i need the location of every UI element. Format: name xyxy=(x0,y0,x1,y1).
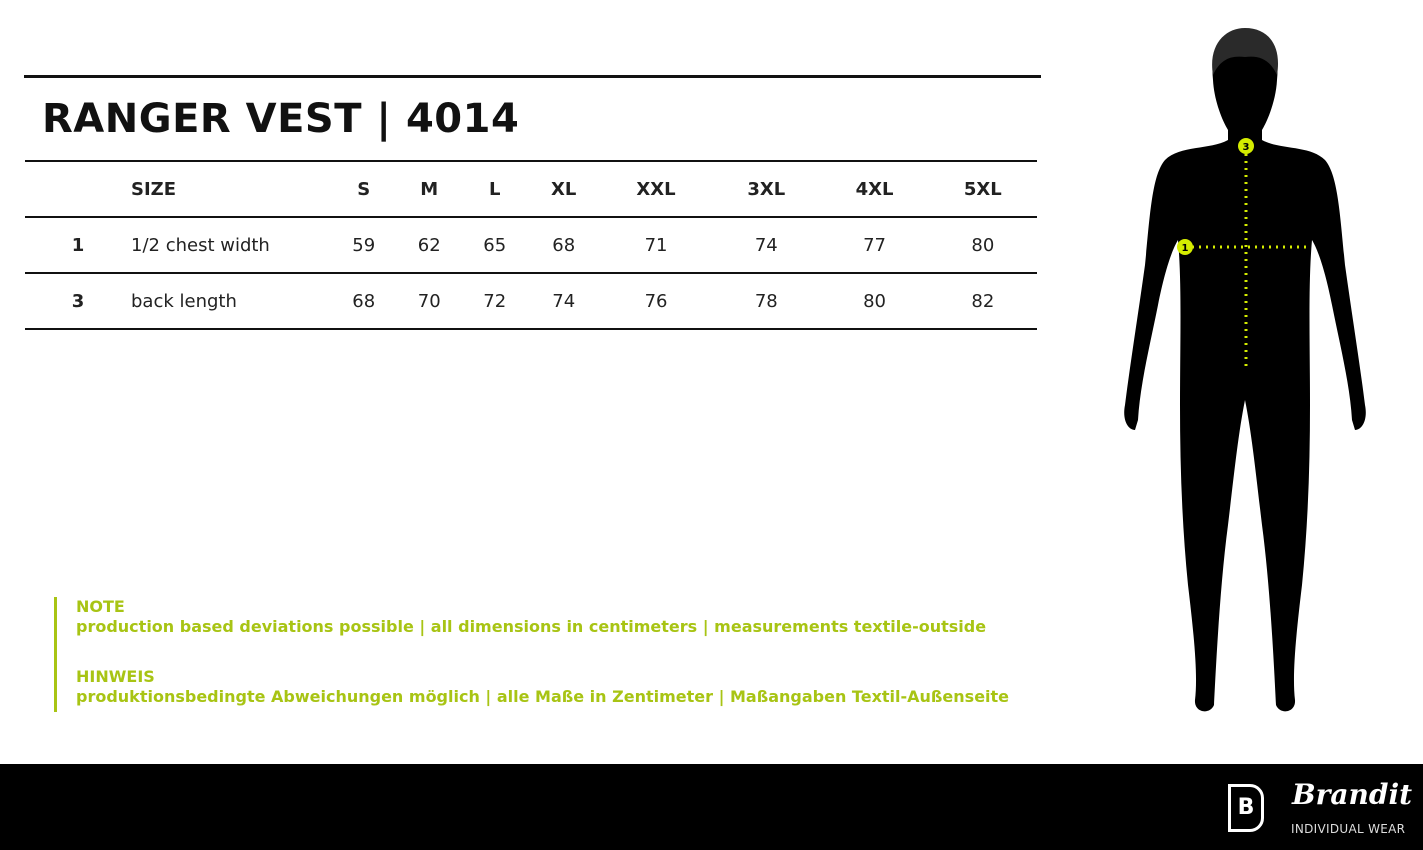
brand-tagline: INDIVIDUAL WEAR xyxy=(1291,822,1406,836)
cell: 65 xyxy=(461,216,528,273)
size-col: 4XL xyxy=(820,160,929,217)
row-number: 1 xyxy=(25,216,131,273)
table-header-row: SIZE S M L XL XXL 3XL 4XL 5XL xyxy=(25,160,1037,217)
size-col: 3XL xyxy=(712,160,821,217)
hinweis-text: produktionsbedingte Abweichungen möglich… xyxy=(76,687,1010,706)
size-col: 5XL xyxy=(928,160,1037,217)
cell: 82 xyxy=(928,272,1037,330)
svg-text:1: 1 xyxy=(1182,243,1189,254)
row-number: 3 xyxy=(25,272,131,330)
brandit-logo-icon: B xyxy=(1228,784,1264,832)
table-row: 1 1/2 chest width 59 62 65 68 71 74 77 8… xyxy=(25,216,1037,273)
cell: 62 xyxy=(396,216,462,273)
note-text: production based deviations possible | a… xyxy=(76,617,987,636)
cell: 72 xyxy=(461,272,528,330)
cell: 78 xyxy=(712,272,821,330)
hinweis-title: HINWEIS xyxy=(76,667,155,686)
brand-name: Brandit xyxy=(1292,778,1413,811)
size-col: S xyxy=(331,160,397,217)
size-col: XXL xyxy=(599,160,713,217)
cell: 59 xyxy=(331,216,397,273)
marker-3 xyxy=(1238,138,1254,154)
cell: 80 xyxy=(928,216,1037,273)
svg-text:3: 3 xyxy=(1243,142,1250,153)
note-box: NOTE production based deviations possibl… xyxy=(54,597,1009,712)
size-col: XL xyxy=(527,160,600,217)
size-header: SIZE xyxy=(131,160,331,217)
table-row: 3 back length 68 70 72 74 76 78 80 82 xyxy=(25,272,1037,330)
cell: 70 xyxy=(396,272,462,330)
marker-1 xyxy=(1177,239,1193,255)
cell: 71 xyxy=(599,216,713,273)
row-label: 1/2 chest width xyxy=(131,216,331,273)
page-title: RANGER VEST | 4014 xyxy=(42,96,520,142)
cell: 76 xyxy=(599,272,713,330)
footer: B Brandit INDIVIDUAL WEAR xyxy=(0,764,1423,850)
note-title: NOTE xyxy=(76,597,125,616)
row-label: back length xyxy=(131,272,331,330)
cell: 74 xyxy=(712,216,821,273)
silhouette-shape xyxy=(1124,30,1366,712)
top-rule xyxy=(24,75,1041,78)
size-col: M xyxy=(396,160,462,217)
cell: 68 xyxy=(331,272,397,330)
size-col: L xyxy=(461,160,528,217)
size-table: SIZE S M L XL XXL 3XL 4XL 5XL 1 1/2 ches… xyxy=(25,160,1037,330)
cell: 68 xyxy=(527,216,600,273)
cell: 77 xyxy=(820,216,929,273)
cell: 74 xyxy=(527,272,600,330)
hair-shape xyxy=(1212,28,1279,75)
cell: 80 xyxy=(820,272,929,330)
body-silhouette: 3 1 xyxy=(1124,28,1366,712)
